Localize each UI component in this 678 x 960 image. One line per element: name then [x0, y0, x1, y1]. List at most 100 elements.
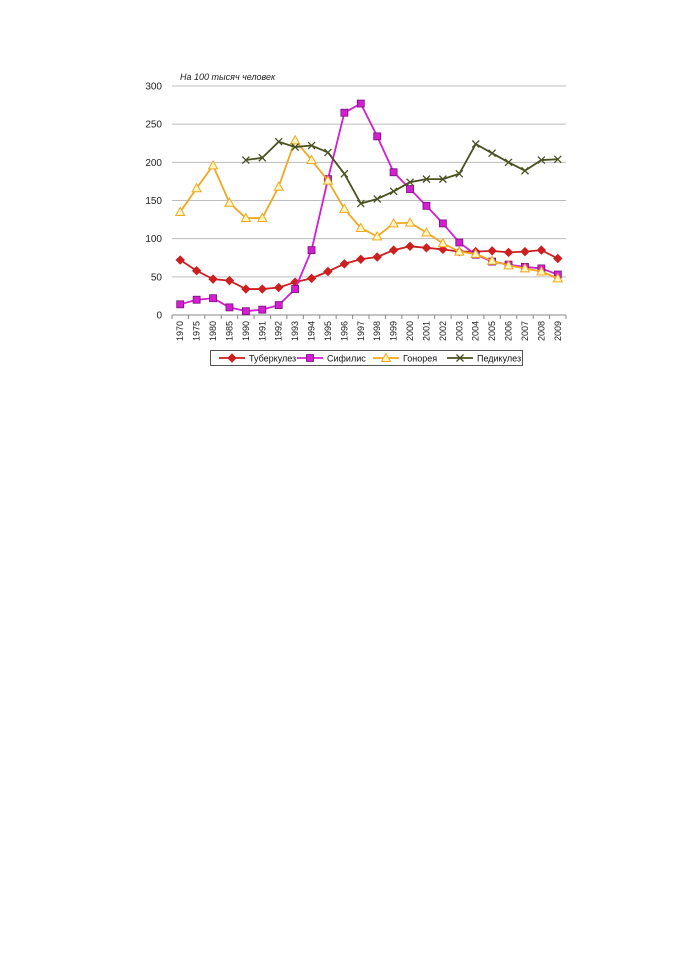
- series-3-point: [438, 175, 447, 184]
- x-tick-label: 1975: [192, 321, 202, 341]
- marker-stroke: [258, 153, 267, 162]
- series-1-point: [209, 294, 217, 303]
- series-3-point: [274, 137, 283, 146]
- x-tick-label: 1996: [339, 321, 349, 341]
- y-tick-label: 150: [145, 196, 162, 207]
- legend-item: Педикулез: [447, 354, 521, 364]
- series-0-point: [536, 245, 547, 255]
- series-1-point: [422, 201, 431, 210]
- x-tick-label: 1994: [307, 321, 317, 341]
- unit-note: На 100 тысяч человек: [180, 72, 276, 82]
- series-2-point: [470, 248, 482, 258]
- series-3-line: [245, 140, 558, 205]
- series-1-point: [176, 300, 185, 309]
- x-axis: 1970 1975 1980 1985 1990 1991 1992 1993 1994 1995…: [171, 314, 567, 341]
- x-tick-label: 2002: [438, 321, 448, 341]
- series-0-point: [339, 259, 350, 269]
- series-2-point: [421, 227, 432, 237]
- series-1-point: [356, 99, 365, 108]
- series-0-point: [323, 266, 333, 277]
- series-0-point: [191, 266, 202, 276]
- series-2: [174, 134, 564, 283]
- legend-label: Педикулез: [477, 354, 521, 364]
- marker-stroke: [438, 175, 447, 184]
- series-3-point: [455, 169, 464, 178]
- series-0-point: [553, 253, 563, 264]
- x-tick-label: 1991: [257, 321, 267, 341]
- series-group: [174, 99, 564, 316]
- series-3-point: [406, 178, 415, 187]
- series-0-point: [405, 241, 415, 252]
- x-tick-label: 2000: [405, 321, 415, 341]
- series-2-point: [503, 259, 514, 270]
- series-1-point: [373, 132, 382, 141]
- legend-swatch-marker: [456, 354, 464, 362]
- series-1-point: [192, 295, 201, 304]
- series-3-point: [471, 140, 480, 148]
- series-1-point: [225, 303, 234, 312]
- series-0-point: [503, 247, 514, 258]
- x-tick-label: 2003: [454, 321, 464, 341]
- x-tick-label: 2004: [471, 321, 481, 341]
- series-3-point: [537, 156, 546, 165]
- series-0: [175, 241, 563, 294]
- series-2-point: [486, 255, 498, 265]
- x-tick-label: 1995: [323, 321, 333, 341]
- series-2-point: [536, 265, 547, 276]
- series-0-point: [388, 245, 399, 255]
- marker-stroke: [537, 156, 546, 165]
- legend-label: Сифилис: [327, 354, 366, 364]
- marker-stroke: [553, 155, 562, 164]
- legend-label: Гонорея: [403, 354, 437, 364]
- legend-label: Туберкулез: [249, 354, 296, 364]
- series-2-point: [371, 230, 383, 241]
- series-0-point: [421, 243, 432, 253]
- series-0-point: [257, 284, 267, 294]
- series-0-point: [438, 244, 448, 255]
- series-3-point: [323, 148, 332, 157]
- series-2-point: [355, 222, 367, 232]
- legend-swatch-marker: [227, 353, 237, 363]
- y-tick-label: 100: [145, 234, 162, 245]
- marker-stroke: [471, 140, 480, 148]
- series-3-point: [291, 143, 300, 152]
- x-tick-label: 2009: [553, 321, 563, 341]
- series-3-point: [504, 158, 513, 167]
- legend-item: Гонорея: [373, 352, 437, 364]
- y-tick-label: 250: [145, 120, 162, 131]
- marker-stroke: [504, 158, 513, 167]
- x-tick-label: 2007: [520, 321, 530, 341]
- series-0-line: [179, 245, 559, 290]
- series-1-point: [406, 185, 414, 193]
- x-tick-label: 1999: [389, 321, 399, 341]
- series-3-point: [422, 175, 431, 184]
- series-2-point: [322, 175, 334, 185]
- series-3-point: [356, 199, 365, 208]
- x-tick-label: 1993: [290, 321, 300, 341]
- marker-stroke: [340, 169, 349, 178]
- x-tick-label: 2005: [487, 321, 497, 341]
- x-tick-label: 1997: [356, 321, 366, 341]
- series-1-point: [438, 219, 447, 228]
- series-2-point: [207, 159, 219, 170]
- series-1-line: [179, 102, 559, 313]
- series-0-point: [306, 273, 317, 284]
- series-3-point: [389, 187, 398, 196]
- marker-stroke: [520, 166, 529, 175]
- series-1-point: [389, 168, 398, 177]
- series-2-point: [519, 262, 531, 273]
- y-tick-label: 200: [145, 158, 162, 169]
- marker-stroke: [323, 148, 332, 157]
- series-2-point: [174, 206, 186, 216]
- series-0-point: [208, 274, 218, 284]
- series-1-point: [455, 238, 464, 247]
- legend-item: Сифилис: [297, 354, 366, 364]
- series-2-point: [404, 217, 416, 227]
- legend-item: Туберкулез: [219, 353, 296, 364]
- y-tick-label: 300: [145, 82, 162, 93]
- y-tick-label: 0: [156, 311, 162, 322]
- series-3-point: [340, 169, 349, 178]
- y-tick-label: 50: [151, 272, 163, 283]
- marker-stroke: [373, 195, 382, 203]
